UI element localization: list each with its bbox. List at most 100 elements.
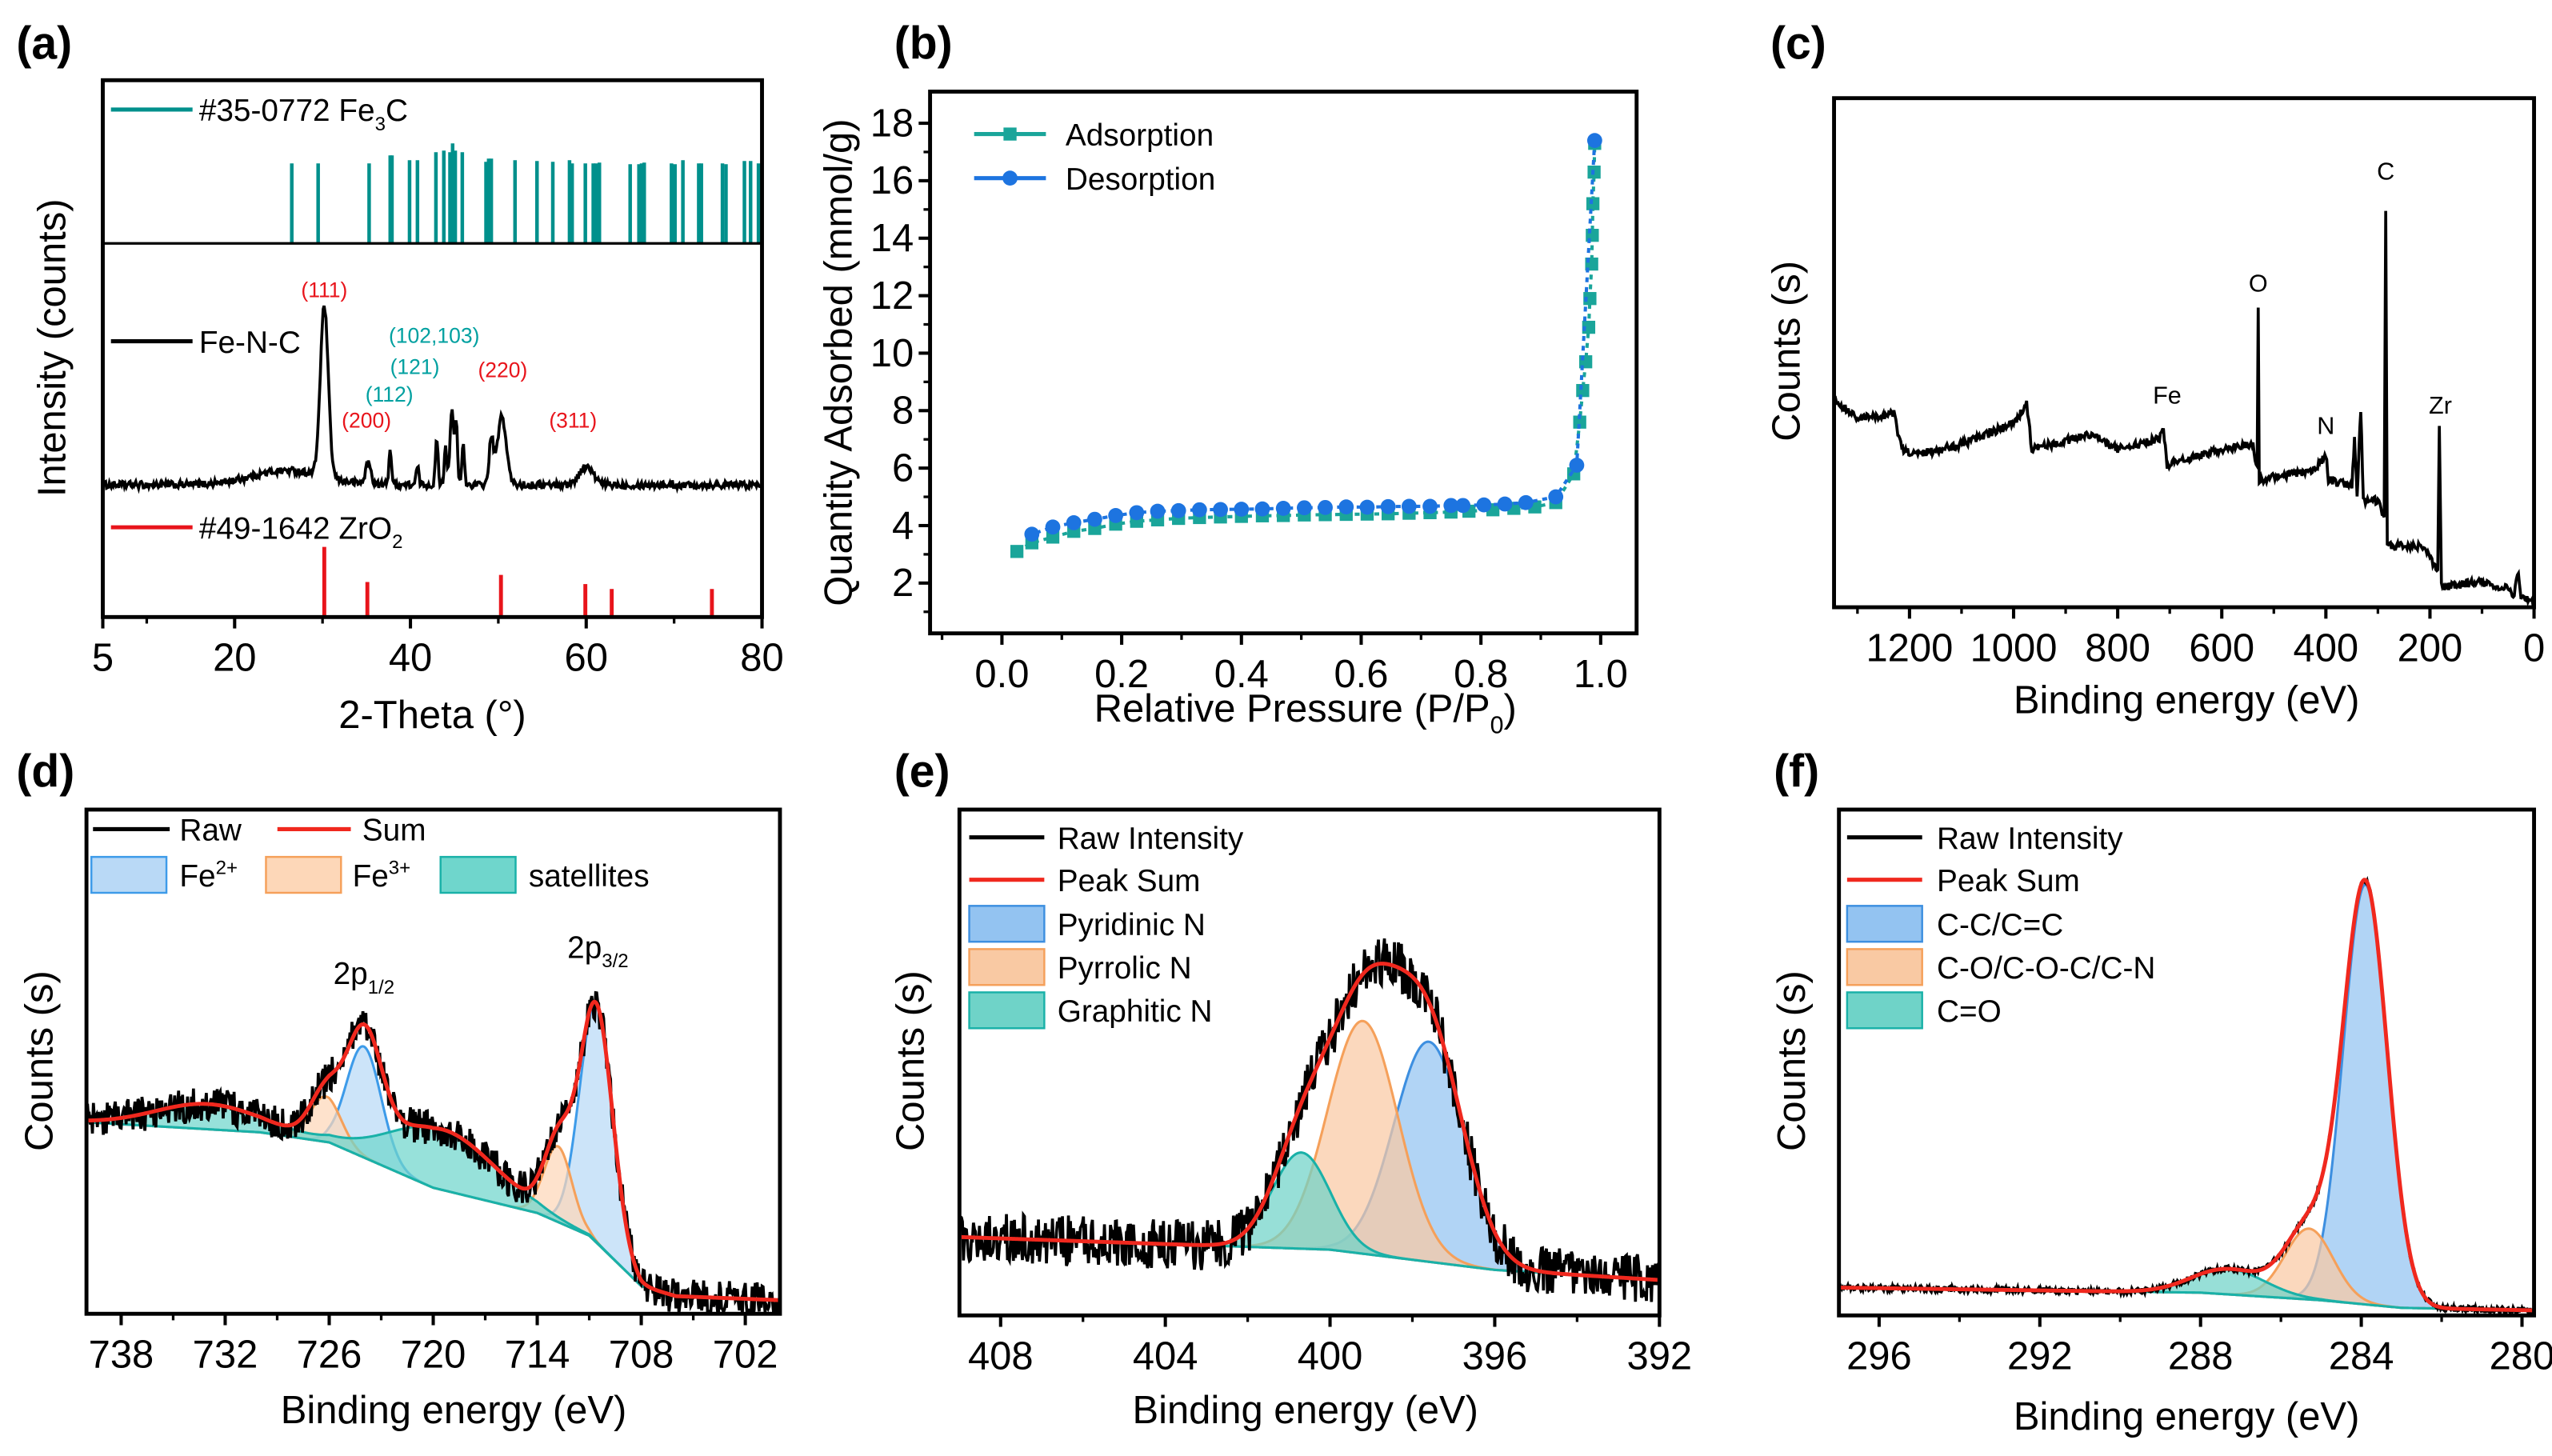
peak-annotation: (220) xyxy=(478,358,527,382)
data-point-desorption xyxy=(1045,519,1061,535)
legend-label-component-superscript: 2+ xyxy=(216,857,238,878)
x-tick-label: 200 xyxy=(2398,626,2463,670)
legend-label-fe3c-text: #35-0772 Fe xyxy=(199,94,375,128)
legend-label-sum: Sum xyxy=(362,814,426,848)
legend-label-component-text: Graphitic N xyxy=(1058,994,1213,1029)
legend-label-component-text: C-C/C=C xyxy=(1937,908,2063,942)
legend-label-component-text: C=O xyxy=(1937,994,2002,1029)
data-point-adsorption xyxy=(1046,530,1060,544)
legend-label-fe3c-subscript: 3 xyxy=(375,114,386,135)
x-tick-label: 392 xyxy=(1626,1335,1692,1378)
legend-swatch xyxy=(1846,991,1923,1030)
y-axis-label: Quantity Adsorbed (mmol/g) xyxy=(818,118,861,606)
y-axis-label: Counts (s) xyxy=(18,970,61,1151)
data-point-desorption xyxy=(1443,498,1459,514)
panel-a: (a) 2-Theta (°) Intensity (counts) 5 20 40 60 8… xyxy=(16,18,783,737)
peak-annotation-text: 2p xyxy=(567,931,602,966)
data-point-desorption xyxy=(1422,498,1438,514)
x-tick-label: 40 xyxy=(389,637,432,680)
data-point-desorption xyxy=(1569,458,1585,473)
legend-label-fe3c: #35-0772 Fe3C xyxy=(199,94,408,135)
peak-annotation-subscript: 3/2 xyxy=(602,950,628,972)
x-axis-label: Binding energy (eV) xyxy=(281,1389,627,1432)
element-label: N xyxy=(2317,413,2334,440)
isotherm-line-adsorption xyxy=(1016,143,1597,554)
legend-label-component: Graphitic N xyxy=(1058,994,1213,1029)
x-tick-label: 0.0 xyxy=(974,653,1029,696)
plot-frame xyxy=(1832,96,2537,610)
panel-letter: (b) xyxy=(894,18,953,70)
data-point-desorption xyxy=(1518,494,1534,510)
y-axis-label-text: Counts (s) xyxy=(889,970,932,1151)
data-point-desorption xyxy=(1401,498,1417,514)
data-point-desorption xyxy=(1066,515,1082,530)
data-point-desorption xyxy=(1476,497,1492,513)
legend-swatch xyxy=(439,855,517,894)
plot-frame xyxy=(101,78,764,619)
y-axis-label: Counts (s) xyxy=(889,970,932,1151)
isotherm-line-desorption xyxy=(1031,140,1597,536)
legend-label-zro2-subscript: 2 xyxy=(392,531,402,553)
y-tick-label: 6 xyxy=(892,446,914,490)
x-tick-label: 0.2 xyxy=(1094,653,1149,696)
legend-label-component: satellites xyxy=(529,859,650,894)
x-tick-label: 0.6 xyxy=(1334,653,1388,696)
legend-swatch xyxy=(968,905,1046,943)
legend-swatch xyxy=(265,855,342,894)
legend-label-fe-n-c-text: Fe-N-C xyxy=(199,326,301,360)
x-tick-label: 296 xyxy=(1846,1335,1912,1378)
legend-label-sum: Peak Sum xyxy=(1937,864,2080,898)
data-point-desorption xyxy=(1296,500,1312,516)
peak-annotation: (121) xyxy=(390,354,440,378)
x-tick-label: 400 xyxy=(1298,1335,1363,1378)
x-tick-label: 0.8 xyxy=(1454,653,1508,696)
y-axis-label: Counts (s) xyxy=(1770,970,1814,1151)
y-axis-label-text: Quantity Adsorbed (mmol/g) xyxy=(818,118,861,606)
data-point-desorption xyxy=(1548,489,1564,505)
x-tick-label: 396 xyxy=(1462,1335,1528,1378)
panel-c: (c) Binding energy (eV) Counts (s) 1200 1000… xyxy=(1766,18,2545,722)
peak-annotation: (200) xyxy=(342,409,391,433)
element-label: Zr xyxy=(2429,392,2452,419)
x-axis-label-text: Binding energy (eV) xyxy=(1132,1389,1478,1432)
data-point-desorption xyxy=(1129,505,1145,521)
data-point-desorption xyxy=(1192,502,1207,518)
plot-area xyxy=(959,938,1660,1302)
raw-spectrum-line xyxy=(1838,875,2534,1316)
element-label: Fe xyxy=(2153,382,2182,410)
legend-swatch xyxy=(968,991,1046,1030)
legend-label-component-text: Fe xyxy=(179,859,215,894)
legend-label-component-text: Fe xyxy=(353,859,389,894)
panel-letter: (a) xyxy=(16,18,72,70)
legend-marker-square xyxy=(1003,127,1017,141)
y-tick-label: 12 xyxy=(870,274,914,318)
x-tick-label: 732 xyxy=(193,1334,258,1377)
data-point-desorption xyxy=(1024,526,1040,542)
legend-label-raw: Raw Intensity xyxy=(1937,822,2123,856)
x-axis-label: 2-Theta (°) xyxy=(338,694,526,737)
x-axis-label: Binding energy (eV) xyxy=(2014,679,2360,722)
peak-annotation-text: 2p xyxy=(334,957,368,991)
data-point-desorption xyxy=(1318,499,1333,515)
y-axis-label-text: Counts (s) xyxy=(18,970,61,1151)
legend-label-zro2-text: #49-1642 ZrO xyxy=(199,511,392,546)
legend-label-component-text: satellites xyxy=(529,859,650,894)
peak-annotation-subscript: 1/2 xyxy=(368,977,394,998)
data-point-desorption xyxy=(1359,499,1375,515)
legend-label-component: Pyridinic N xyxy=(1058,908,1206,942)
data-point-desorption xyxy=(1150,503,1166,519)
x-tick-label: 1200 xyxy=(1866,626,1953,670)
data-point-desorption xyxy=(1455,498,1471,514)
legend-marker-circle xyxy=(1002,170,1018,186)
legend-label-raw: Raw xyxy=(179,814,242,848)
legend-label-desorption: Desorption xyxy=(1066,162,1215,197)
legend-label-component: Pyrrolic N xyxy=(1058,951,1192,986)
x-axis-label: Relative Pressure (P/P0) xyxy=(1094,687,1517,739)
legend-label-zro2: #49-1642 ZrO2 xyxy=(199,511,403,553)
data-point-desorption xyxy=(1170,502,1186,518)
legend-label-fe-n-c: Fe-N-C xyxy=(199,326,301,360)
plot-area xyxy=(86,990,780,1314)
data-point-desorption xyxy=(1234,502,1250,517)
x-tick-label: 280 xyxy=(2490,1335,2552,1378)
